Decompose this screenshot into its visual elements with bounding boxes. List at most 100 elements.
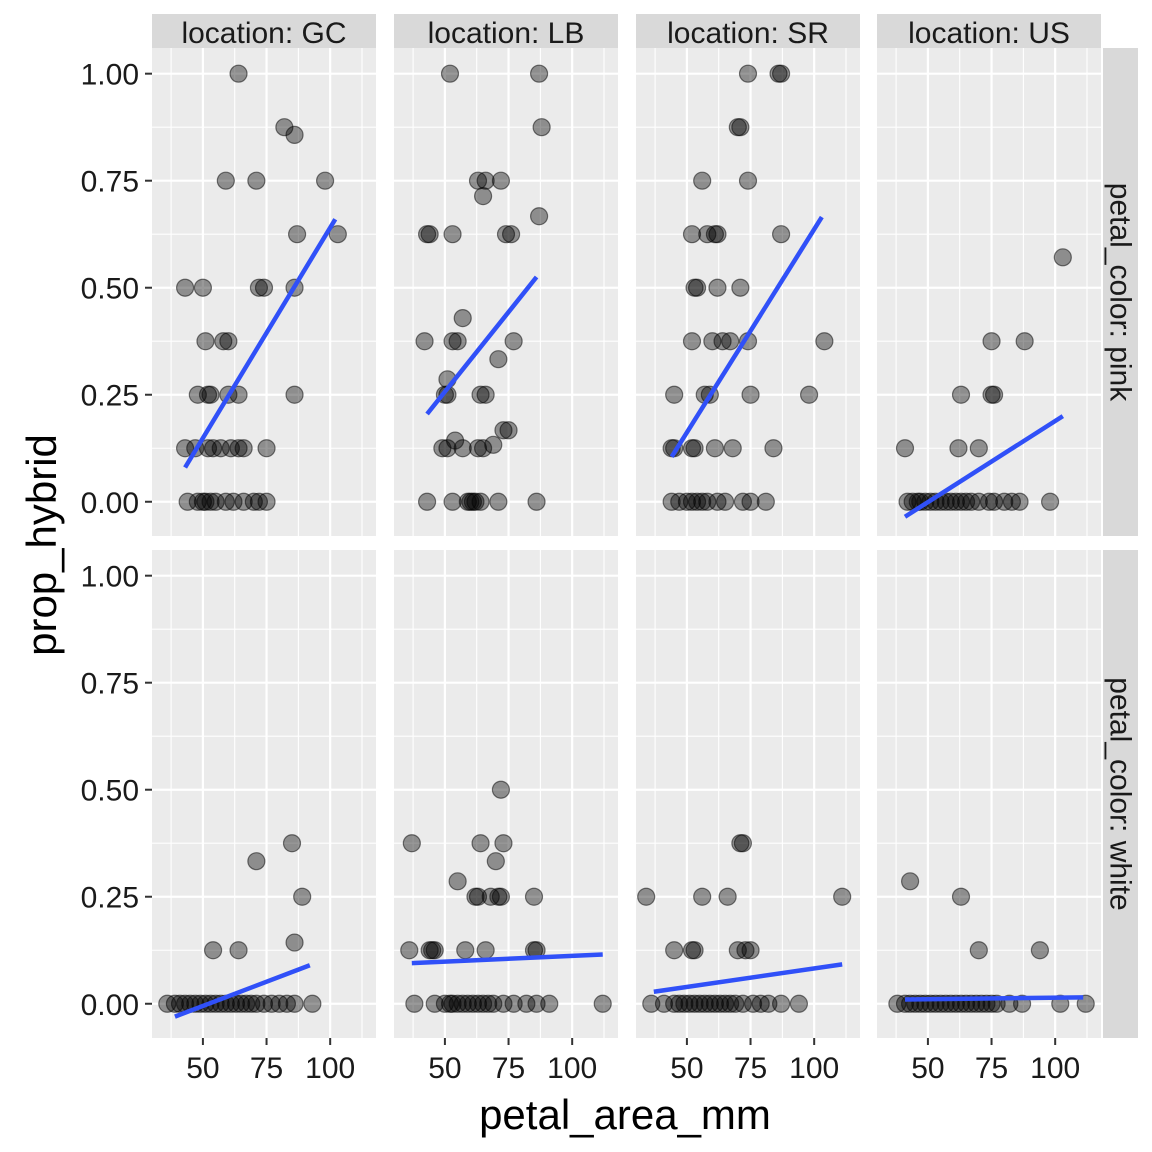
x-tick-label: 100 xyxy=(1030,1052,1080,1085)
data-point xyxy=(443,994,462,1013)
data-point xyxy=(705,994,725,1013)
data-point xyxy=(489,350,508,369)
regression-line xyxy=(425,275,539,416)
data-point xyxy=(249,492,269,511)
regression-line xyxy=(411,952,603,966)
data-point xyxy=(463,994,483,1013)
data-point xyxy=(900,872,920,891)
x-tick-label: 100 xyxy=(547,1052,597,1085)
data-point xyxy=(188,385,207,404)
data-point xyxy=(979,492,999,511)
data-point xyxy=(484,994,503,1013)
data-point xyxy=(471,385,490,404)
x-tick-label: 75 xyxy=(492,1052,525,1085)
data-point xyxy=(201,492,220,511)
x-axis-title: petal_area_mm xyxy=(479,1091,771,1138)
data-point xyxy=(738,64,758,83)
data-point xyxy=(476,171,495,190)
data-point xyxy=(956,492,976,511)
data-point xyxy=(713,332,732,351)
data-point xyxy=(741,492,760,511)
data-point xyxy=(685,941,704,960)
data-point xyxy=(303,994,322,1013)
data-point xyxy=(895,439,915,458)
data-point xyxy=(425,994,444,1013)
data-point xyxy=(741,385,760,404)
data-point xyxy=(1002,492,1022,511)
data-point xyxy=(677,492,697,511)
y-tick-label: 1.00 xyxy=(81,59,139,92)
data-point xyxy=(946,492,966,511)
data-point xyxy=(700,994,719,1013)
x-tick-label: 50 xyxy=(670,1052,703,1085)
data-point xyxy=(229,64,248,83)
data-point xyxy=(1030,941,1050,960)
y-tick-label: 0.75 xyxy=(81,166,139,199)
data-point xyxy=(733,492,753,511)
facet-strip-label-pink: petal_color: pink xyxy=(1104,183,1137,402)
y-tick-label: 0.50 xyxy=(81,775,139,808)
data-point xyxy=(715,492,735,511)
data-point xyxy=(710,994,730,1013)
data-point xyxy=(1015,332,1034,351)
data-point xyxy=(718,887,737,906)
data-point xyxy=(203,941,223,960)
data-point xyxy=(949,439,968,458)
data-point xyxy=(216,171,235,190)
data-point xyxy=(254,994,274,1013)
data-point xyxy=(247,171,266,190)
data-point xyxy=(1053,248,1072,267)
data-point xyxy=(708,278,727,297)
data-point xyxy=(448,994,467,1013)
panel-pink-US xyxy=(877,48,1101,536)
data-point xyxy=(196,492,215,511)
data-point xyxy=(527,492,546,511)
y-tick-label: 0.25 xyxy=(81,882,139,915)
data-point xyxy=(328,225,347,244)
regression-line xyxy=(653,962,843,994)
data-point xyxy=(898,492,917,511)
data-point xyxy=(277,994,297,1013)
panel-background xyxy=(152,550,376,1038)
data-point xyxy=(287,225,307,244)
data-point xyxy=(458,994,477,1013)
data-point xyxy=(984,492,1004,511)
data-point xyxy=(693,492,712,511)
data-point xyxy=(771,225,791,244)
data-point xyxy=(532,118,551,137)
x-tick-label: 50 xyxy=(911,1052,944,1085)
facet-strip-GC xyxy=(152,14,376,48)
data-point xyxy=(670,994,689,1013)
panel-pink-GC xyxy=(152,48,376,536)
data-point xyxy=(654,994,674,1013)
x-tick-label: 100 xyxy=(789,1052,839,1085)
data-point xyxy=(216,492,235,511)
data-point xyxy=(693,887,712,906)
data-point xyxy=(771,64,791,83)
data-point xyxy=(456,941,475,960)
data-point xyxy=(234,492,253,511)
y-axis-title: prop_hybrid xyxy=(18,434,65,656)
data-point xyxy=(799,385,819,404)
data-point xyxy=(771,994,791,1013)
data-point xyxy=(224,492,243,511)
data-point xyxy=(417,492,437,511)
data-point xyxy=(219,332,238,351)
data-point xyxy=(415,332,434,351)
data-point xyxy=(448,332,467,351)
data-point xyxy=(247,852,266,871)
data-point xyxy=(275,118,294,137)
panel-background xyxy=(877,48,1101,536)
facet-strip-label-US: location: US xyxy=(908,17,1070,50)
data-point xyxy=(473,187,493,206)
data-point xyxy=(529,207,549,226)
facet-strip-LB xyxy=(394,14,618,48)
data-point xyxy=(247,994,266,1013)
data-point xyxy=(249,278,269,297)
data-point xyxy=(682,332,702,351)
data-point xyxy=(211,439,230,458)
data-point xyxy=(491,780,511,799)
data-point xyxy=(941,492,960,511)
data-point xyxy=(489,492,508,511)
